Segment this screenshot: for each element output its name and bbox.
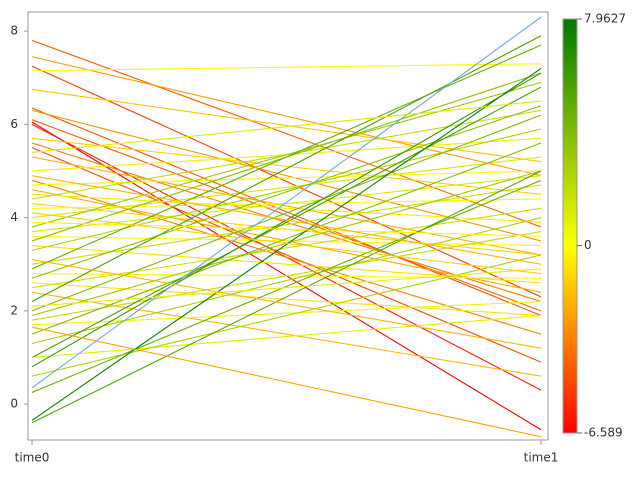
slope-line (31, 212, 542, 275)
slope-line (31, 56, 542, 177)
slope-line (31, 300, 542, 326)
slope-line (31, 81, 542, 228)
slope-line (31, 105, 542, 279)
colorbar (562, 18, 578, 434)
slope-line (31, 39, 542, 228)
slope-line (31, 100, 542, 153)
slope-line (31, 86, 542, 358)
slope-line (31, 326, 542, 438)
slope-line (31, 175, 542, 233)
slope-line (31, 119, 542, 312)
slope-line (31, 35, 542, 303)
slope-line (31, 44, 542, 270)
colorbar-tick-label: 0 (584, 238, 592, 252)
slope-line (31, 259, 542, 349)
y-tick-label: 2 (10, 303, 18, 317)
slope-line (31, 179, 542, 335)
slope-line (31, 109, 542, 242)
slope-line (31, 184, 542, 265)
slope-line (31, 65, 542, 298)
y-tick-label: 0 (10, 397, 18, 411)
y-tick-label: 4 (10, 210, 18, 224)
lines (31, 16, 542, 438)
slope-line (31, 268, 542, 307)
colorbar-tick-label: 7.9627 (584, 12, 626, 26)
slope-line (31, 156, 542, 219)
slope-line (31, 128, 542, 251)
slope-line (31, 291, 542, 377)
y-tick-label: 8 (10, 24, 18, 38)
slope-line (31, 63, 542, 72)
slope-line (31, 16, 542, 389)
slope-line (31, 114, 542, 312)
slope-line (31, 170, 542, 424)
plot-frame (27, 11, 549, 441)
slope-line (31, 193, 542, 223)
slope-line (31, 142, 542, 335)
slope-line (31, 231, 542, 321)
slope-line (31, 67, 542, 421)
slope-line (31, 170, 542, 186)
slope-line (31, 217, 542, 345)
y-tick-label: 6 (10, 117, 18, 131)
slope-line (31, 175, 542, 265)
slope-line (31, 147, 542, 363)
slope-line (31, 282, 542, 317)
slope-line (31, 245, 542, 284)
slope-line (31, 179, 542, 393)
slope-line (31, 235, 542, 247)
colorbar-tick-label: -6.589 (584, 426, 623, 440)
x-tick-label: time0 (15, 451, 50, 465)
slope-line (31, 314, 542, 359)
x-tick-label: time1 (524, 451, 559, 465)
slope-line (31, 221, 542, 237)
slope-line (31, 107, 542, 317)
